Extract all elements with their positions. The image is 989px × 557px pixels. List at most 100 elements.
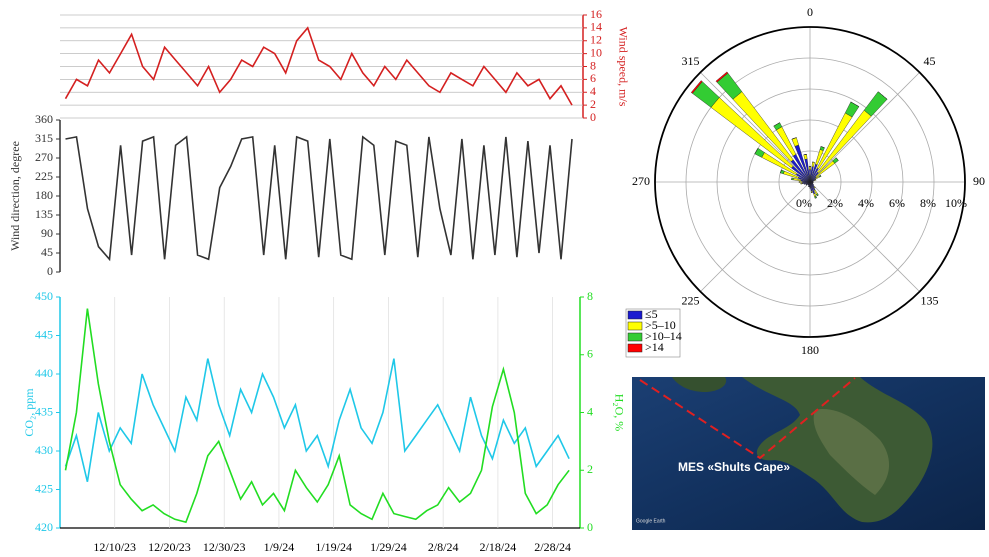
axis-label: Wind speed, m/s [616,27,630,107]
y-tick-label: 12 [590,33,602,47]
y-tick-label: 2 [590,97,596,111]
rose-segment [808,166,812,170]
radial-tick-label: 8% [920,196,936,210]
y-tick-label: 180 [35,188,53,202]
legend-label: >5–10 [645,318,676,332]
angle-tick-label: 270 [632,174,650,188]
rose-segment [877,91,888,100]
y-tick-label: 8 [590,58,596,72]
angle-grid [809,72,920,183]
legend-swatch [627,321,643,331]
rose-segment [780,169,785,175]
axis-label: H₂O, % [612,394,626,432]
series-line [64,26,573,106]
map-land-detail [813,409,890,495]
series-line [64,358,570,482]
legend-swatch [627,343,643,353]
radial-tick-label: 10% [945,196,967,210]
angle-tick-label: 315 [681,54,699,68]
radial-tick-label: 6% [889,196,905,210]
map-island [672,377,727,392]
y-tick-label: 16 [590,7,602,21]
y-tick-label: 0 [590,110,596,124]
angle-tick-label: 225 [681,293,699,307]
series-line [64,308,570,524]
angle-tick-label: 180 [801,343,819,357]
y-tick-label: 10 [590,45,602,59]
map-credit: Google Earth [636,518,666,524]
y-tick-label: 0 [47,264,53,278]
radial-tick-label: 4% [858,196,874,210]
legend-label: ≤5 [645,307,658,321]
y-tick-label: 420 [35,520,53,534]
rose-segment [814,187,816,189]
map-sector-lines [639,377,856,460]
y-tick-label: 225 [35,169,53,183]
y-tick-label: 445 [35,327,53,341]
angle-grid [700,72,811,183]
y-tick-label: 270 [35,150,53,164]
x-tick-label: 1/19/24 [315,540,352,554]
y-tick-label: 90 [41,226,53,240]
legend-swatch [627,310,643,320]
rose-segment [803,154,808,160]
rose-segment [773,122,783,131]
x-tick-label: 2/28/24 [534,540,571,554]
y-tick-label: 4 [587,404,593,418]
rose-segment [810,190,813,194]
y-tick-label: 430 [35,443,53,457]
x-tick-label: 2/18/24 [480,540,517,554]
y-tick-label: 6 [587,347,593,361]
x-tick-label: 1/29/24 [370,540,407,554]
y-tick-label: 315 [35,131,53,145]
legend-label: >10–14 [645,329,682,343]
rose-segment [690,80,703,94]
y-tick-label: 45 [41,245,53,259]
rose-segment [800,182,803,185]
rose-segment [715,71,729,83]
y-tick-label: 4 [590,84,596,98]
angle-tick-label: 45 [924,54,936,68]
y-tick-label: 360 [35,112,53,126]
axis-label: Wind direction, degree [8,141,22,251]
map-label: MES «Shults Cape» [678,460,790,474]
rose-segment [811,161,815,168]
y-tick-label: 8 [587,289,593,303]
axis-label: CO₂, ppm [22,388,36,437]
legend-label: >14 [645,340,664,354]
rose-segment [791,137,799,147]
y-tick-label: 135 [35,207,53,221]
legend-swatch [627,332,643,342]
x-tick-label: 12/30/23 [203,540,246,554]
angle-grid [809,181,920,292]
y-tick-label: 14 [590,20,602,34]
x-tick-label: 2/8/24 [428,540,459,554]
angle-tick-label: 90 [973,174,985,188]
map: MES «Shults Cape» Google Earth [632,377,985,530]
rose-segment [844,101,860,118]
y-tick-label: 435 [35,404,53,418]
rose-segment [754,147,765,158]
x-tick-label: 12/20/23 [148,540,191,554]
y-tick-label: 440 [35,366,53,380]
rose-segment [863,91,888,117]
angle-tick-label: 135 [921,293,939,307]
rose-segment [798,181,803,183]
series-line [65,135,573,262]
angle-tick-label: 0 [807,5,813,19]
y-tick-label: 2 [587,462,593,476]
radial-tick-label: 0% [796,196,812,210]
rose-segment [814,197,817,199]
x-tick-label: 1/9/24 [264,540,295,554]
rose-segment [835,157,839,161]
y-tick-label: 0 [587,520,593,534]
rose-frame [654,26,966,338]
y-tick-label: 425 [35,481,53,495]
rose-segment [820,146,825,148]
radial-tick-label: 2% [827,196,843,210]
y-tick-label: 450 [35,289,53,303]
x-tick-label: 12/10/23 [93,540,136,554]
y-tick-label: 6 [590,71,596,85]
